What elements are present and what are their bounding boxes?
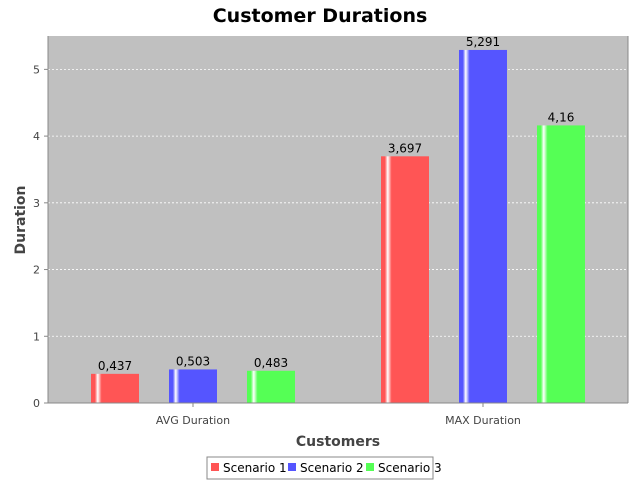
bar-scenario-1-1 xyxy=(381,156,429,403)
legend: Scenario 1 Scenario 2 Scenario 3 xyxy=(206,456,442,480)
chart-title: Customer Durations xyxy=(213,5,428,27)
x-category-label: AVG Duration xyxy=(156,414,230,427)
bars: 0,437 0,503 0,483 3,697 5,291 4,16 xyxy=(91,35,585,404)
y-tick-label: 1 xyxy=(33,330,40,343)
bar-scenario-2-0 xyxy=(169,369,217,403)
data-label: 0,503 xyxy=(176,354,210,368)
axes: 0 1 2 3 4 5 AVG Duration MAX Duration xyxy=(33,36,629,427)
y-tick-label: 2 xyxy=(33,264,40,277)
plot-area xyxy=(48,36,628,403)
legend-item-label: Scenario 1 xyxy=(223,461,287,475)
data-label: 0,483 xyxy=(254,356,288,370)
x-axis-label: Customers xyxy=(296,434,380,450)
bar-scenario-2-1 xyxy=(459,49,507,404)
y-tick-label: 4 xyxy=(33,130,40,143)
legend-swatch xyxy=(288,463,296,471)
x-category-label: MAX Duration xyxy=(445,414,521,427)
grid-lines xyxy=(48,68,628,337)
bar-scenario-3-0 xyxy=(247,370,295,403)
data-label: 5,291 xyxy=(466,35,500,49)
legend-swatch xyxy=(211,463,219,471)
bar-scenario-3-1 xyxy=(537,125,585,403)
legend-swatch xyxy=(366,463,374,471)
y-tick-label: 3 xyxy=(33,197,40,210)
data-label: 4,16 xyxy=(548,110,575,124)
bar-scenario-1-0 xyxy=(91,373,139,403)
data-label: 3,697 xyxy=(388,141,422,155)
legend-item-label: Scenario 3 xyxy=(378,461,442,475)
legend-item-label: Scenario 2 xyxy=(300,461,364,475)
data-label: 0,437 xyxy=(98,359,132,373)
legend-box xyxy=(206,456,434,480)
y-tick-label: 0 xyxy=(33,397,40,410)
y-axis-label: Duration xyxy=(13,185,29,254)
y-tick-label: 5 xyxy=(33,63,40,76)
